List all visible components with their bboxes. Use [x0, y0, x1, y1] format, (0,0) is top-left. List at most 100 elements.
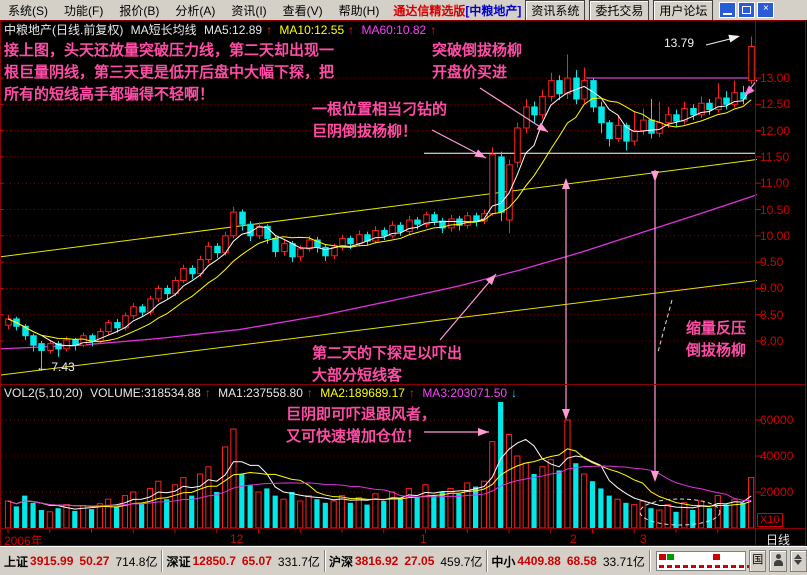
index-name: 上证 — [4, 554, 29, 569]
heat-square — [658, 554, 666, 560]
candle-body — [55, 343, 62, 350]
volume-bar — [706, 508, 712, 528]
candle-body — [723, 97, 730, 105]
volume-bar — [531, 474, 537, 528]
price-axis-label: 11.50 — [760, 149, 790, 164]
candle-body — [230, 211, 237, 237]
volume-bar — [247, 484, 253, 528]
menu-item[interactable]: 分析(A) — [175, 3, 216, 18]
up-arrow-icon: ↑ — [204, 386, 211, 400]
ma10-value: MA10:12.55 — [279, 23, 345, 37]
price-ma-line — [7, 85, 752, 347]
dashed-pointer — [657, 299, 673, 353]
volume-bar — [297, 500, 304, 529]
candle-body — [615, 124, 622, 139]
volume-bar — [439, 492, 445, 528]
instrument-title: [中粮地产] — [465, 3, 522, 18]
index-amount: 459.7亿 — [440, 554, 483, 569]
annotation-shrink-volume: 缩量反压 倒拔杨柳 — [686, 320, 747, 359]
annotation-breakout: 突破倒拔杨柳 开盘价买进 — [432, 42, 523, 81]
volume-bar — [214, 492, 220, 528]
vol-ma1-value: MA1:237558.80 — [218, 386, 303, 400]
down-arrow-icon: ↓ — [511, 386, 518, 400]
sort-button[interactable] — [789, 550, 807, 572]
index-shenzhen[interactable]: 深证 12850.7 65.07 331.7亿 — [162, 550, 325, 572]
menu-item[interactable]: 功能(F) — [64, 3, 104, 18]
heat-dash — [738, 565, 744, 568]
index-hs300[interactable]: 沪深 3816.92 27.05 459.7亿 — [325, 550, 488, 572]
volume-bar — [431, 495, 437, 528]
index-amount: 33.71亿 — [602, 554, 645, 569]
news-system-button[interactable]: 资讯系统 — [525, 0, 586, 21]
candle-body — [197, 258, 204, 275]
menu-items: 系统(S) 功能(F) 报价(B) 分析(A) 资讯(I) 查看(V) 帮助(H) — [0, 0, 387, 21]
menu-item[interactable]: 资讯(I) — [231, 3, 267, 18]
candle-body — [690, 108, 697, 116]
vol-study-label: VOL2(5,10,20) — [4, 386, 83, 400]
date-axis-label: 12 — [230, 532, 244, 546]
date-axis-label: 2006年 — [4, 534, 43, 548]
volume-ma-line — [7, 448, 752, 508]
up-triangle-icon — [794, 554, 803, 559]
candle-body — [665, 114, 672, 124]
volume-bar — [46, 511, 53, 529]
menu-bar: 系统(S) 功能(F) 报价(B) 分析(A) 资讯(I) 查看(V) 帮助(H) 通达信精… — [0, 0, 807, 21]
menu-item[interactable]: 系统(S) — [8, 3, 48, 18]
candle-body — [356, 234, 363, 245]
price-ma-line — [7, 97, 752, 343]
volume-bar — [164, 499, 170, 528]
volume-bar — [13, 506, 19, 528]
period-label[interactable]: 日线 — [766, 533, 791, 547]
volume-bar — [697, 500, 705, 529]
volume-bar — [72, 510, 78, 528]
volume-bar — [55, 508, 61, 528]
candle-body — [256, 225, 263, 237]
extra-button[interactable]: 国 — [749, 550, 767, 572]
volume-bar — [631, 504, 638, 529]
menu-item[interactable]: 报价(B) — [119, 3, 160, 18]
volume-bar — [180, 477, 187, 529]
volume-bar — [564, 419, 571, 529]
price-axis-label: 8.50 — [760, 307, 784, 322]
volume-bar — [130, 491, 137, 529]
candle-body — [531, 106, 538, 116]
heat-dash — [706, 565, 712, 568]
heat-square — [666, 554, 674, 560]
volume-bar — [314, 499, 320, 528]
volume-bar — [113, 506, 120, 528]
candle-body — [47, 343, 54, 351]
chart-region: 中粮地产(日线.前复权) MA短长均线 MA5:12.89 ↑ MA10:12.5… — [0, 20, 807, 548]
menu-item[interactable]: 查看(V) — [282, 3, 323, 18]
high-price-label: 13.79 — [664, 36, 695, 50]
annotation-story: 接上图，头天还放量突破压力线，第二天却出现一 根巨量阴线，第三天更是低开后盘中大… — [4, 42, 335, 103]
forum-button[interactable]: 用户论坛 — [653, 0, 714, 21]
candle-body — [205, 245, 212, 260]
minimize-button[interactable] — [719, 2, 737, 18]
close-button[interactable]: × — [757, 2, 775, 18]
candle-body — [389, 224, 396, 237]
volume-bar — [38, 510, 44, 528]
index-shanghai[interactable]: 上证 3915.99 50.27 714.8亿 — [0, 550, 163, 572]
candle-body — [681, 108, 688, 122]
candle-body — [347, 237, 354, 245]
arrowhead-icon — [562, 178, 570, 189]
restore-button[interactable] — [738, 2, 756, 18]
volume-bar — [405, 487, 412, 529]
volume-bar — [614, 498, 621, 529]
annotation-tricky-candle: 一根位置相当刁钻的 巨阴倒拔杨柳！ — [312, 101, 448, 140]
volume-axis-label: 60000 — [760, 413, 794, 427]
volume-bar — [723, 504, 729, 528]
index-amount: 714.8亿 — [115, 554, 158, 569]
user-button[interactable] — [769, 550, 787, 572]
volume-bar — [731, 498, 738, 529]
ma60-value: MA60:10.82 — [361, 23, 427, 37]
index-sme[interactable]: 中小 4409.88 68.58 33.71亿 — [487, 550, 650, 572]
volume-bar — [255, 491, 262, 529]
candle-body — [289, 243, 296, 258]
menu-item[interactable]: 帮助(H) — [338, 3, 380, 18]
volume-bar — [222, 446, 229, 529]
chart-canvas[interactable] — [0, 20, 807, 546]
heat-square — [712, 554, 720, 560]
trade-button[interactable]: 委托交易 — [589, 0, 650, 21]
volume-bar — [573, 463, 579, 528]
